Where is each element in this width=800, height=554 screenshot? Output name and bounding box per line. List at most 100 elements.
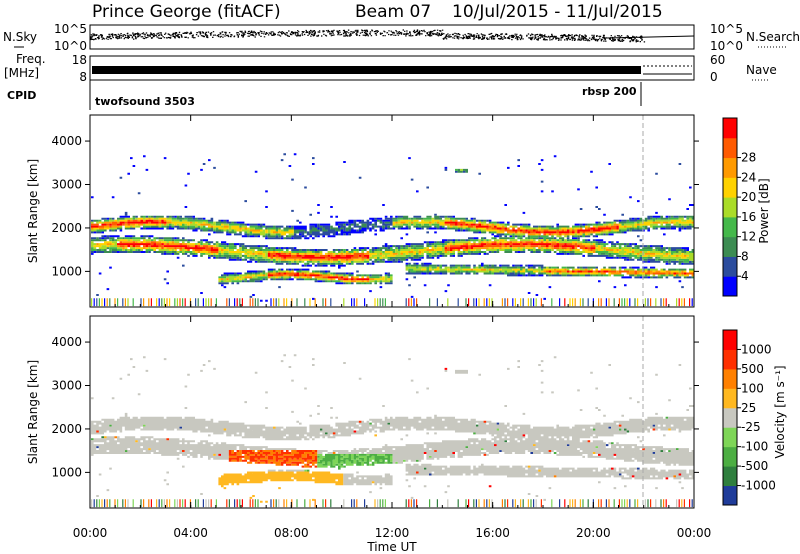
power-cells-level-1 [91, 153, 695, 307]
freq-left-tick-bottom: 8 [79, 70, 87, 84]
velocity-colorbar-swatch [723, 368, 737, 389]
power-ytick-label: 1000 [51, 264, 82, 278]
noise-left-tick-top: 10^5 [54, 22, 87, 36]
xtick-label: 16:00 [475, 526, 510, 540]
beam-label: Beam 07 [355, 2, 431, 22]
noise-right-tick-bottom: 10^0 [710, 39, 743, 53]
velocity-ytick-label: 3000 [51, 379, 82, 393]
power-y-axis: 1000 2000 3000 4000 [51, 134, 699, 278]
power-colorbar-swatch [723, 256, 737, 277]
freq-label-line2: [MHz] [4, 66, 39, 80]
power-colorbar-label: 12 [741, 230, 756, 244]
noise-left-tick-bottom: 10^0 [54, 39, 87, 53]
time-x-axis: 00:00 04:00 08:00 12:00 16:00 20:00 00:00 [73, 115, 712, 540]
noise-panel: N.Sky N.Search 10^5 10^0 10^5 10^0 [3, 22, 800, 53]
power-colorbar-swatch [723, 137, 737, 159]
power-colorbar-label: 28 [741, 151, 756, 165]
velocity-cells-level-5 [101, 426, 683, 508]
velocity-cells-level-8 [150, 367, 691, 508]
freq-panel-frame [89, 55, 695, 81]
power-colorbar-swatch [723, 216, 737, 238]
velocity-colorbar-swatch [723, 349, 737, 370]
power-heatmap [91, 153, 695, 307]
freq-right-tick-top: 60 [710, 53, 725, 67]
power-colorbar-label: 24 [741, 170, 756, 184]
power-colorbar-label: Power [dB] [757, 178, 771, 243]
xtick-label: 00:00 [73, 526, 108, 540]
power-colorbar-swatch [723, 118, 737, 139]
power-colorbar-swatch [723, 157, 737, 178]
velocity-colorbar-swatch [723, 485, 737, 506]
power-colorbar-label: 4 [741, 269, 749, 283]
freq-label-line1: Freq. [16, 52, 46, 66]
cpid-mode-2: rbsp 200 [582, 85, 637, 98]
velocity-y-axis: 1000 2000 3000 4000 [51, 335, 699, 479]
freq-left-tick-top: 18 [72, 53, 87, 67]
noise-scatter [90, 29, 695, 43]
velocity-colorbar-swatch [723, 388, 737, 409]
xtick-label: 04:00 [173, 526, 208, 540]
power-colorbar-swatch [723, 197, 737, 218]
nsky-label: N.Sky [3, 30, 37, 44]
power-cells-level-4 [91, 168, 695, 307]
nsearch-label: N.Search [746, 30, 800, 44]
xtick-label: 00:00 [677, 526, 712, 540]
cpid-mode-1: twofsound 3503 [95, 95, 195, 108]
velocity-ytick-label: 4000 [51, 335, 82, 349]
noise-panel-frame [89, 24, 695, 50]
velocity-ytick-label: 2000 [51, 422, 82, 436]
power-cells-level-3 [91, 168, 695, 307]
velocity-colorbar-label: 1000 [741, 342, 772, 356]
velocity-colorbar: 1000 500 100 25 -25 -100 -500 -1000 [722, 329, 776, 506]
velocity-ytick-label: 1000 [51, 465, 82, 479]
velocity-heatmap [91, 354, 695, 508]
power-colorbar-label: 20 [741, 190, 756, 204]
velocity-colorbar-label: -1000 [741, 479, 776, 493]
velocity-colorbar-swatch [723, 330, 737, 350]
freq-panel: Freq. [MHz] Nave 18 8 60 0 [4, 52, 777, 84]
velocity-colorbar-swatch [723, 466, 737, 487]
power-colorbar-swatch [723, 236, 737, 257]
freq-right-tick-bottom: 0 [710, 70, 718, 84]
velocity-cells-level-4 [91, 354, 695, 508]
power-panel: 1000 2000 3000 4000 Slant Range [km] 4 8 12 16… [26, 114, 771, 308]
date-range: 10/Jul/2015 - 11/Jul/2015 [452, 2, 663, 22]
power-cells-level-0 [91, 153, 695, 307]
velocity-panel: 1000 2000 3000 4000 Slant Range [km] 1000 50… [26, 315, 787, 509]
noise-trace [90, 29, 646, 43]
velocity-colorbar-swatch [723, 427, 737, 448]
velocity-colorbar-frame [722, 329, 738, 506]
velocity-colorbar-label: -100 [741, 440, 768, 454]
power-colorbar-label: 8 [741, 249, 749, 263]
velocity-ylabel: Slant Range [km] [26, 360, 40, 464]
cpid-label: CPID [7, 89, 36, 102]
power-colorbar-label: 16 [741, 210, 756, 224]
plot-title: Prince George (fitACF) [92, 2, 281, 22]
xtick-label: 08:00 [274, 526, 309, 540]
nave-label: Nave [746, 63, 777, 77]
power-ytick-label: 2000 [51, 221, 82, 235]
cpid-row: CPID twofsound 3503 rbsp 200 [7, 80, 642, 110]
power-colorbar-swatch [723, 276, 737, 297]
power-cells-level-2 [91, 168, 695, 307]
freq-bar [92, 66, 641, 74]
xtick-label: 12:00 [375, 526, 410, 540]
velocity-colorbar-label: 100 [741, 381, 764, 395]
velocity-colorbar-label: 500 [741, 362, 764, 376]
noise-tail [605, 35, 695, 39]
power-ylabel: Slant Range [km] [26, 159, 40, 263]
xlabel: Time UT [366, 540, 417, 554]
velocity-colorbar-label: -25 [741, 420, 761, 434]
velocity-colorbar-label: -500 [741, 459, 768, 473]
power-colorbar-frame [722, 117, 738, 297]
velocity-colorbar-swatch [723, 446, 737, 467]
xtick-label: 20:00 [576, 526, 611, 540]
power-cells-level-7 [91, 219, 695, 307]
velocity-colorbar-label: 25 [741, 401, 756, 415]
power-ytick-label: 4000 [51, 134, 82, 148]
velocity-colorbar-label: Velocity [m s⁻¹] [773, 365, 787, 458]
noise-right-tick-top: 10^5 [710, 22, 743, 36]
power-colorbar: 4 8 12 16 20 24 28 [722, 117, 756, 297]
power-ytick-label: 3000 [51, 178, 82, 192]
